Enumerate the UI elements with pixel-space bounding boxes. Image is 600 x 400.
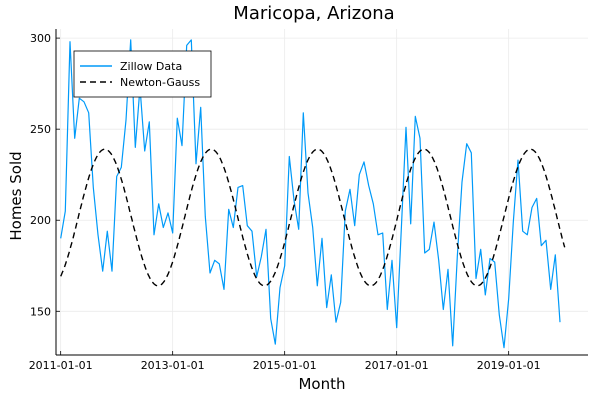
newton-gauss-line [60, 148, 566, 287]
y-tick-label: 150 [30, 305, 51, 318]
zillow-data-line [60, 39, 561, 349]
legend-label-newton-gauss: Newton-Gauss [120, 76, 200, 89]
chart-title: Maricopa, Arizona [233, 3, 394, 24]
tick-labels: 2011-01-01 2013-01-01 2015-01-01 2017-01-01… [29, 32, 541, 372]
y-tick-label: 300 [30, 32, 51, 45]
y-tick-label: 200 [30, 214, 51, 227]
x-tick-label: 2011-01-01 [29, 359, 93, 372]
legend: Zillow Data Newton-Gauss [73, 50, 212, 98]
y-axis-title: Homes Sold [7, 151, 25, 240]
x-tick-label: 2017-01-01 [365, 359, 429, 372]
legend-box [73, 50, 212, 98]
x-tick-label: 2019-01-01 [477, 359, 541, 372]
x-axis-title: Month [298, 375, 345, 393]
x-tick-label: 2013-01-01 [141, 359, 205, 372]
axes [55, 29, 588, 356]
y-tick-label: 250 [30, 123, 51, 136]
legend-label-zillow: Zillow Data [120, 60, 182, 73]
x-tick-label: 2015-01-01 [253, 359, 317, 372]
series-layer [60, 39, 566, 349]
